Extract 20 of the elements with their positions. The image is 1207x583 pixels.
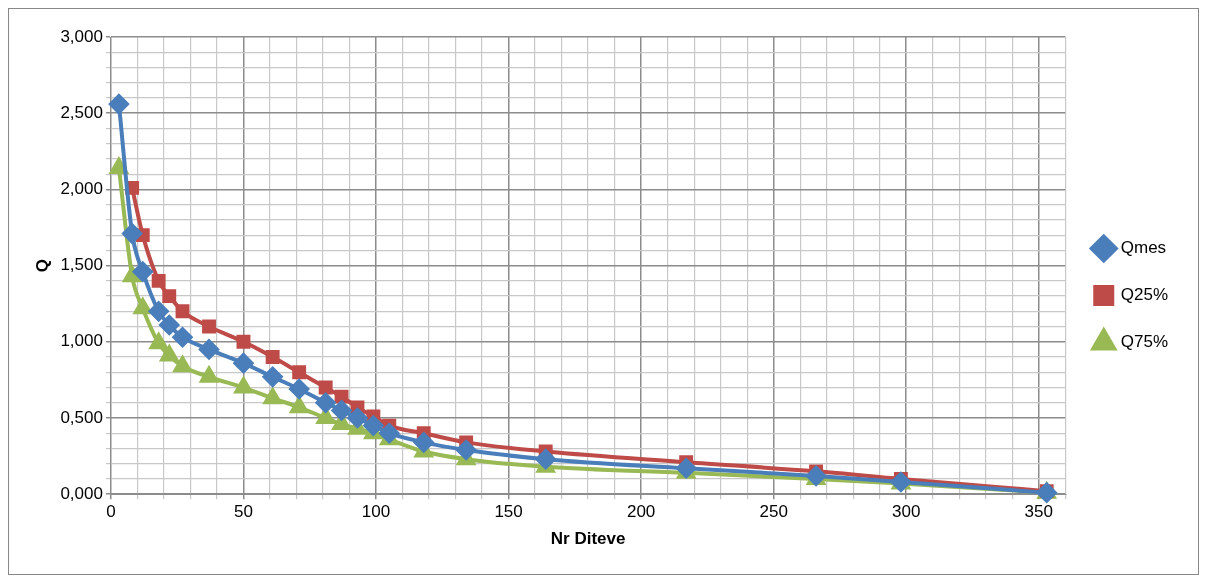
x-tick-label: 100 xyxy=(361,502,391,522)
legend-label: Q25% xyxy=(1120,285,1168,305)
x-tick-label: 300 xyxy=(892,502,921,522)
y-tick-label: 0,500 xyxy=(60,407,103,427)
y-tick-label: 0,000 xyxy=(60,483,103,503)
x-axis-title: Nr Diteve xyxy=(550,529,626,549)
x-tick-label: 0 xyxy=(106,502,116,522)
y-tick-label: 2,000 xyxy=(60,179,103,199)
y-axis-title: Q xyxy=(32,258,52,273)
x-tick-label: 250 xyxy=(759,502,788,522)
y-tick-label: 1,500 xyxy=(60,255,103,275)
x-tick-label: 50 xyxy=(234,502,253,522)
x-tick-label: 350 xyxy=(1024,502,1053,522)
legend-label: Qmes xyxy=(1120,238,1167,258)
y-tick-label: 2,500 xyxy=(60,102,103,122)
x-tick-label: 200 xyxy=(626,502,656,522)
y-tick-label: 1,000 xyxy=(60,331,103,351)
legend-label: Q75% xyxy=(1120,332,1168,352)
y-tick-label: 3,000 xyxy=(60,26,103,46)
x-tick-label: 150 xyxy=(494,502,523,522)
